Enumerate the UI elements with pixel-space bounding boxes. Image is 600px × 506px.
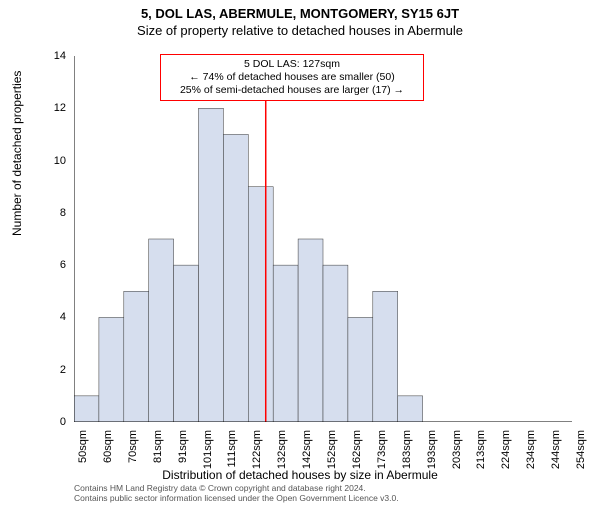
x-tick-label: 132sqm	[276, 430, 288, 474]
y-tick-label: 6	[44, 259, 66, 271]
x-tick-label: 213sqm	[475, 430, 487, 474]
annotation-line3: 25% of semi-detached houses are larger (…	[167, 84, 417, 97]
x-tick-label: 111sqm	[226, 430, 238, 474]
x-tick-label: 142sqm	[301, 430, 313, 474]
x-tick-label: 50sqm	[77, 430, 89, 474]
chart-title-sub: Size of property relative to detached ho…	[0, 23, 600, 38]
x-tick-label: 203sqm	[451, 430, 463, 474]
x-tick-label: 173sqm	[376, 430, 388, 474]
y-tick-label: 12	[44, 102, 66, 114]
x-tick-label: 101sqm	[202, 430, 214, 474]
chart-plot-area: 5 DOL LAS: 127sqm ← 74% of detached hous…	[74, 52, 572, 422]
y-tick-label: 10	[44, 155, 66, 167]
x-tick-label: 234sqm	[525, 430, 537, 474]
annotation-line1: 5 DOL LAS: 127sqm	[167, 58, 417, 71]
footer-line2: Contains public sector information licen…	[74, 494, 399, 504]
x-tick-label: 60sqm	[102, 430, 114, 474]
x-tick-label: 254sqm	[575, 430, 587, 474]
chart-title-main: 5, DOL LAS, ABERMULE, MONTGOMERY, SY15 6…	[0, 6, 600, 21]
y-tick-label: 4	[44, 311, 66, 323]
y-axis-title: Number of detached properties	[10, 71, 24, 236]
y-tick-label: 8	[44, 207, 66, 219]
x-tick-label: 70sqm	[127, 430, 139, 474]
x-tick-label: 193sqm	[426, 430, 438, 474]
footer-attribution: Contains HM Land Registry data © Crown c…	[74, 484, 399, 504]
x-tick-label: 122sqm	[251, 430, 263, 474]
x-tick-label: 224sqm	[500, 430, 512, 474]
y-tick-label: 0	[44, 416, 66, 428]
y-tick-label: 14	[44, 50, 66, 62]
x-tick-label: 162sqm	[351, 430, 363, 474]
histogram-svg	[74, 52, 572, 422]
x-tick-label: 183sqm	[401, 430, 413, 474]
annotation-line2: ← 74% of detached houses are smaller (50…	[167, 71, 417, 84]
x-tick-label: 244sqm	[550, 430, 562, 474]
annotation-box: 5 DOL LAS: 127sqm ← 74% of detached hous…	[160, 54, 424, 101]
x-tick-label: 81sqm	[152, 430, 164, 474]
x-tick-label: 91sqm	[177, 430, 189, 474]
y-tick-label: 2	[44, 364, 66, 376]
x-tick-label: 152sqm	[326, 430, 338, 474]
